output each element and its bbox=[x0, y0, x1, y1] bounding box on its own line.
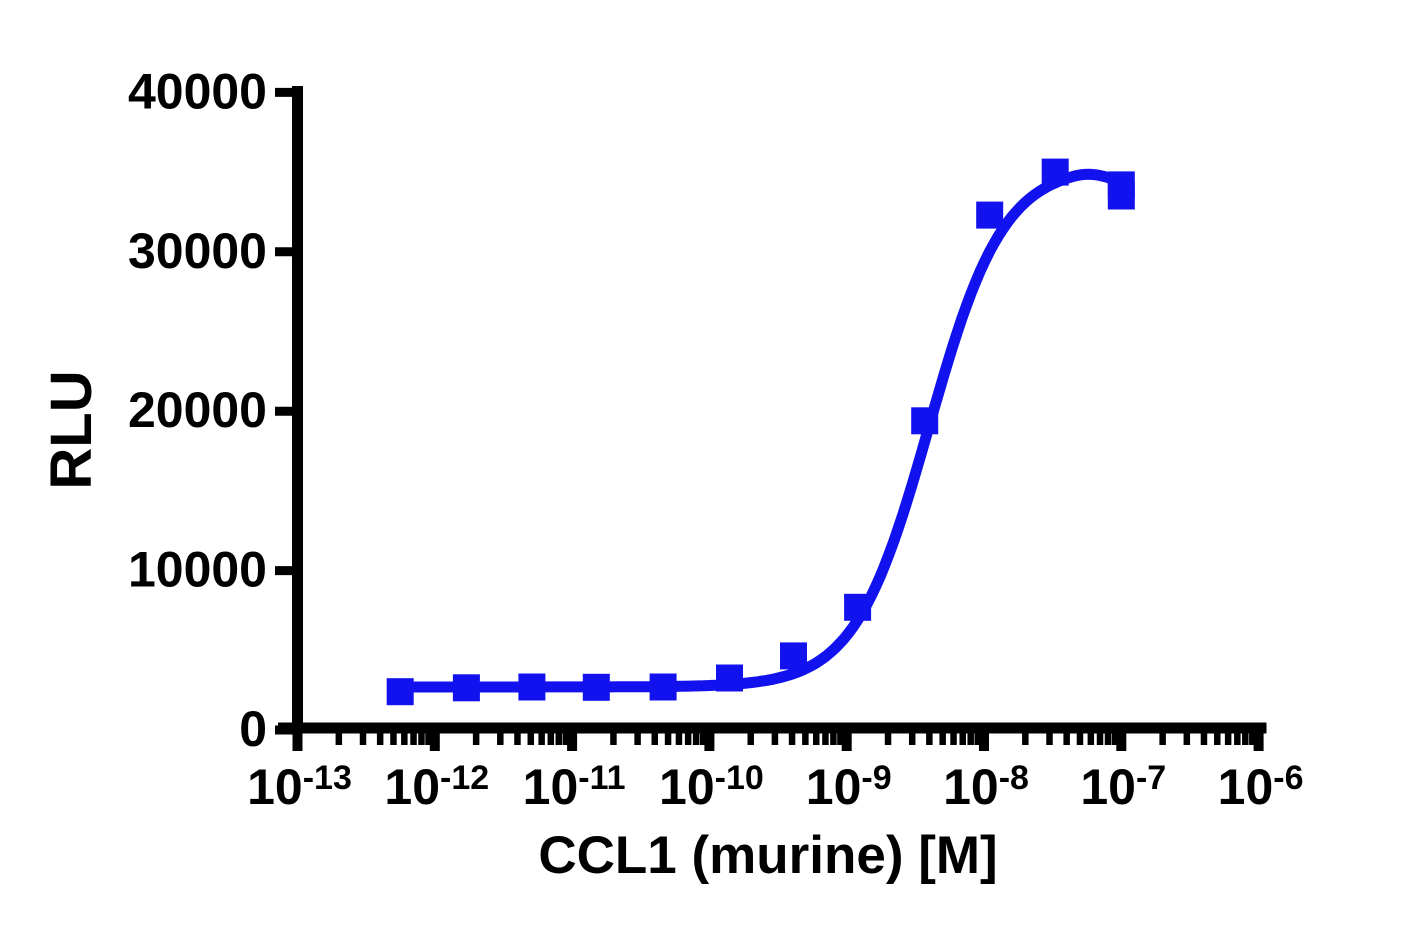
fit-curve-layer bbox=[388, 168, 1127, 693]
data-point-marker bbox=[582, 673, 610, 701]
x-tick-label: 10-10 bbox=[659, 759, 764, 815]
data-point-marker bbox=[1107, 182, 1135, 210]
data-point-layer bbox=[386, 158, 1135, 706]
x-tick-label: 10-6 bbox=[1218, 759, 1304, 815]
data-point-marker bbox=[716, 664, 743, 692]
x-axis-title: CCL1 (murine) [M] bbox=[538, 826, 997, 885]
y-tick-label: 40000 bbox=[128, 63, 267, 119]
data-point-marker bbox=[649, 673, 677, 701]
data-point-marker bbox=[518, 673, 546, 701]
fit-curve-path bbox=[388, 168, 1127, 693]
data-point-marker bbox=[1041, 158, 1069, 186]
x-tick-label: 10-11 bbox=[523, 759, 626, 815]
y-tick-label: 20000 bbox=[128, 382, 267, 438]
x-tick-label: 10-12 bbox=[384, 759, 489, 815]
x-tick-label: 10-7 bbox=[1080, 759, 1166, 815]
x-tick-label: 10-13 bbox=[247, 759, 352, 815]
x-tick-label: 10-8 bbox=[943, 759, 1029, 815]
axis-layer: 0 10000 20000 30000 40000 10-13 10-12 10-11 10-1… bbox=[128, 63, 1304, 815]
y-tick-label: 0 bbox=[239, 701, 267, 757]
data-point-marker bbox=[911, 407, 939, 435]
y-tick-label: 10000 bbox=[128, 542, 267, 598]
data-point-marker bbox=[976, 201, 1004, 229]
data-point-marker bbox=[386, 678, 414, 706]
data-point-marker bbox=[780, 642, 807, 670]
x-tick-label: 10-9 bbox=[806, 759, 892, 815]
y-tick-label: 30000 bbox=[128, 223, 267, 279]
data-point-marker bbox=[452, 674, 480, 702]
y-axis-title: RLU bbox=[39, 370, 104, 489]
data-point-marker bbox=[844, 593, 872, 621]
